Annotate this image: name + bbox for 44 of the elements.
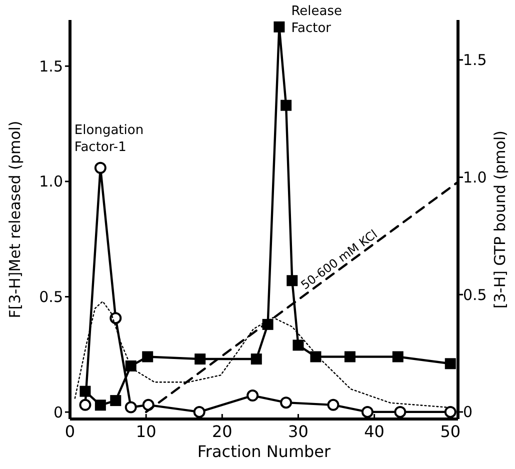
y2-axis-title: [3-H] GTP bound (pmol): [491, 130, 509, 308]
point: [327, 398, 340, 411]
x-tick-label: 0: [64, 422, 76, 441]
point: [110, 312, 122, 324]
point: [250, 354, 262, 365]
point: [344, 351, 356, 362]
y2-tick-label: 1.5: [463, 51, 487, 70]
point: [274, 21, 285, 32]
x-tick-label: 50: [440, 422, 461, 441]
y-tick-label: 1.0: [39, 172, 63, 191]
y-tick-label: 0.5: [39, 288, 63, 306]
point: [110, 395, 122, 406]
point: [280, 100, 292, 111]
point: [394, 406, 406, 418]
x-tick-label: 10: [136, 422, 156, 441]
y2-tick-label: 0: [463, 403, 473, 422]
y-tick-label: 0: [53, 403, 63, 422]
point: [292, 340, 304, 351]
point: [310, 351, 322, 362]
point: [124, 401, 137, 414]
point: [361, 406, 374, 418]
annotation: Elongation Factor-1: [74, 123, 144, 156]
x-axis-title: Fraction Number: [197, 442, 332, 461]
point: [444, 358, 456, 370]
point: [79, 398, 92, 411]
point: [286, 275, 298, 286]
point: [142, 351, 154, 362]
point: [94, 400, 106, 411]
point: [246, 390, 259, 402]
y2-tick-label: 1.0: [463, 168, 487, 187]
annotation: Release Factor: [291, 4, 342, 36]
x-tick-label: 40: [364, 422, 384, 441]
x-tick-label: 30: [288, 422, 308, 441]
y2-tick-label: 0.5: [463, 286, 487, 304]
point: [444, 406, 456, 418]
point: [280, 396, 292, 409]
point: [194, 354, 206, 365]
y-axis-title: F[3-H]Met released (pmol): [6, 120, 24, 318]
x-tick-label: 20: [212, 422, 232, 441]
y-tick-label: 1.5: [39, 57, 63, 76]
point: [193, 406, 206, 418]
point: [392, 351, 404, 362]
point: [94, 162, 106, 174]
point: [125, 360, 136, 372]
